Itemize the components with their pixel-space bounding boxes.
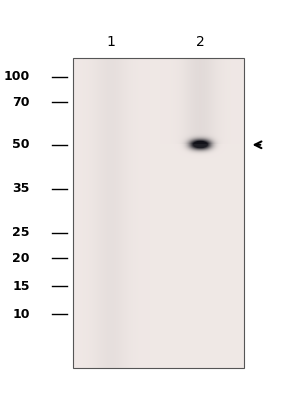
Text: 100: 100 bbox=[4, 70, 30, 83]
Text: 50: 50 bbox=[12, 138, 30, 151]
Text: 35: 35 bbox=[13, 182, 30, 195]
Text: 20: 20 bbox=[12, 252, 30, 264]
Text: 70: 70 bbox=[12, 96, 30, 108]
Text: 15: 15 bbox=[12, 280, 30, 292]
Text: 2: 2 bbox=[196, 35, 205, 49]
Text: 10: 10 bbox=[12, 308, 30, 320]
Text: 1: 1 bbox=[106, 35, 115, 49]
Text: 25: 25 bbox=[12, 226, 30, 239]
